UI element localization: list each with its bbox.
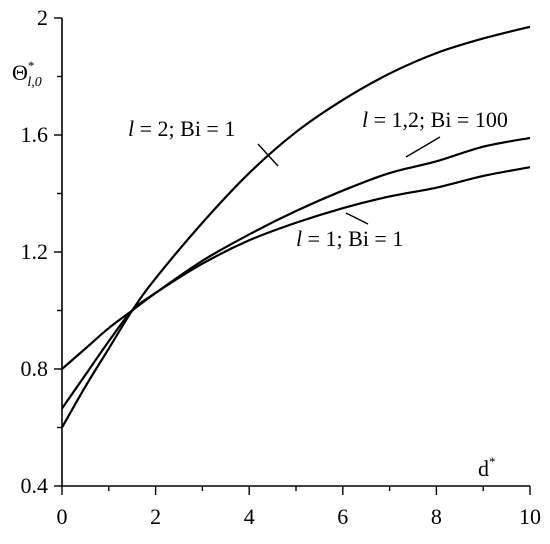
y-axis-title-sup: * [28, 58, 35, 73]
label-l12-bi100-leader [405, 136, 441, 158]
curves [61, 25, 531, 429]
label-l1-bi1: l = 1; Bi = 1 [296, 226, 403, 251]
axes: 0 2 4 6 8 10 0.4 0.8 1.2 1.6 2 [21, 5, 542, 529]
series-l2-bi1-line [61, 25, 531, 429]
x-tick-label: 2 [150, 504, 161, 529]
label-l2-bi1: l = 2; Bi = 1 [128, 116, 235, 141]
y-tick-label: 1.2 [21, 239, 49, 264]
x-axis-title: d* [478, 454, 496, 481]
label-l2-bi1-var: l [128, 116, 134, 141]
label-l1-bi1-leader [345, 212, 369, 225]
label-l2-bi1-rest: = 2; Bi = 1 [134, 116, 235, 141]
series-l12-bi100-line [61, 136, 531, 370]
label-l12-bi100-var: l [362, 107, 368, 132]
label-l1-bi1-rest: = 1; Bi = 1 [302, 226, 403, 251]
label-l12-bi100-rest: = 1,2; Bi = 100 [368, 107, 508, 132]
x-axis-title-sup: * [489, 454, 496, 469]
x-axis-title-base: d [478, 456, 489, 481]
label-l1-bi1-var: l [296, 226, 302, 251]
y-tick-label: 1.6 [21, 122, 49, 147]
x-tick-label: 0 [57, 504, 68, 529]
y-axis-title-sub: l,0 [27, 75, 41, 90]
x-tick-label: 4 [244, 504, 255, 529]
label-l12-bi100: l = 1,2; Bi = 100 [362, 107, 508, 132]
x-tick-label: 10 [519, 504, 541, 529]
x-tick-label: 8 [431, 504, 442, 529]
x-tick-label: 6 [337, 504, 348, 529]
y-tick-label: 0.4 [21, 473, 49, 498]
label-l2-bi1-leader [257, 143, 279, 167]
series-l1-bi1-line [61, 166, 531, 410]
y-axis-title: Θ* l,0 [12, 58, 42, 90]
y-tick-label: 2 [37, 5, 48, 30]
y-axis-title-base: Θ [12, 60, 28, 85]
y-tick-label: 0.8 [21, 356, 49, 381]
